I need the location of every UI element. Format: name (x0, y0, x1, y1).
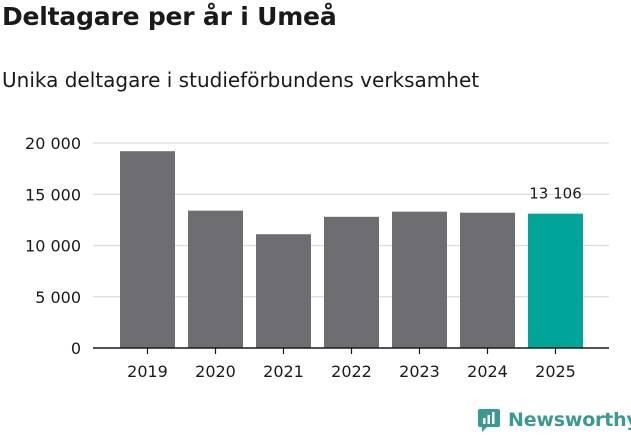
y-tick-label: 0 (71, 339, 81, 358)
newsworthy-logo-icon (478, 409, 500, 432)
bar (188, 210, 243, 348)
bar (460, 212, 515, 348)
y-tick-label: 15 000 (25, 185, 81, 204)
y-tick-label: 5 000 (35, 288, 81, 307)
y-tick-label: 10 000 (25, 237, 81, 256)
x-tick-label: 2023 (399, 362, 440, 381)
x-tick-label: 2021 (263, 362, 304, 381)
brand-name: Newsworthy (508, 409, 631, 431)
x-tick-label: 2024 (467, 362, 508, 381)
bar (528, 213, 583, 348)
x-tick-label: 2020 (195, 362, 236, 381)
bar (256, 234, 311, 348)
bar (324, 216, 379, 348)
chart-title: Deltagare per år i Umeå (2, 2, 337, 31)
bar (120, 151, 175, 348)
bar (392, 211, 447, 348)
y-tick-label: 20 000 (25, 134, 81, 153)
data-label: 13 106 (529, 185, 582, 203)
x-tick-label: 2025 (535, 362, 576, 381)
x-tick-label: 2022 (331, 362, 372, 381)
chart-subtitle: Unika deltagare i studieförbundens verks… (2, 68, 480, 92)
brand-logo: Newsworthy (476, 407, 631, 433)
x-tick-label: 2019 (127, 362, 168, 381)
